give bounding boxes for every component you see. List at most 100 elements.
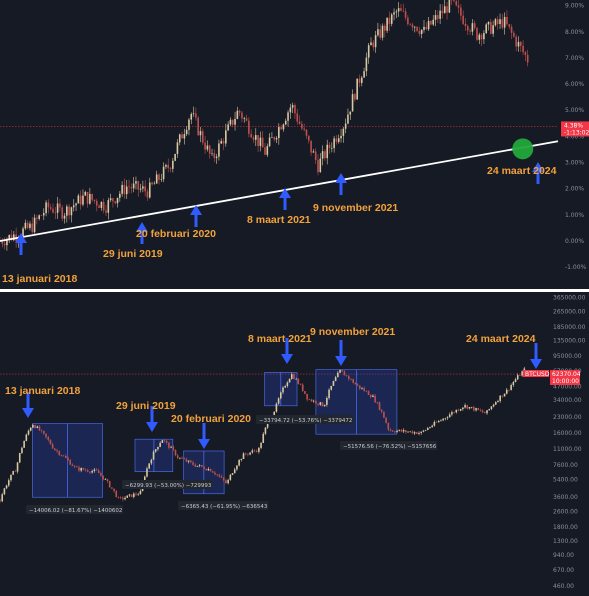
- candle: [137, 181, 140, 190]
- candle: [116, 197, 119, 204]
- candle: [266, 146, 269, 155]
- candle: [365, 57, 368, 72]
- candle: [1, 494, 3, 502]
- drawdown-label-bg: [26, 505, 123, 514]
- candle: [236, 110, 239, 119]
- candle: [165, 440, 168, 443]
- candle: [86, 470, 89, 472]
- candle: [492, 25, 494, 34]
- candle: [163, 440, 166, 441]
- symbol-tag-bg: [523, 370, 549, 378]
- candle: [102, 201, 105, 211]
- candle: [29, 427, 32, 431]
- annotation-arrow-head: [190, 205, 202, 215]
- candle: [290, 374, 293, 379]
- candle: [201, 131, 204, 143]
- candle: [288, 378, 291, 383]
- candle: [162, 166, 165, 180]
- candle: [341, 369, 344, 372]
- candle: [321, 402, 324, 407]
- price-tick-label: 5400.00: [553, 477, 578, 484]
- candle: [478, 34, 481, 40]
- candle: [21, 447, 23, 453]
- candle: [444, 418, 447, 419]
- candle: [395, 11, 398, 13]
- candle: [197, 117, 199, 136]
- price-tick-label: 23000.00: [553, 414, 582, 421]
- dominance-chart-panel[interactable]: 9.00% 8.00% 7.00% 6.00% 5.00% 4.00% 3.00% 2.00%…: [0, 0, 589, 289]
- drawdown-label: −14006.02 (−81.67%) −1400602: [29, 508, 122, 514]
- candle: [125, 186, 128, 195]
- candle: [79, 195, 82, 205]
- price-tick-label: 2600.00: [553, 508, 578, 515]
- candle: [484, 412, 486, 414]
- candle: [512, 382, 515, 386]
- candle: [361, 388, 363, 389]
- candle: [218, 474, 221, 477]
- candle: [291, 105, 294, 108]
- price-tick-label: 4.00%: [565, 133, 584, 140]
- candle: [204, 142, 206, 150]
- candle: [198, 465, 201, 466]
- annotation-arrow-head: [198, 439, 210, 449]
- btc-price-chart-panel[interactable]: 365000.00 265000.00 185000.00 135000.00 9500…: [0, 292, 589, 596]
- candle: [14, 471, 17, 472]
- candle: [181, 134, 183, 139]
- price-tick-label: 47000.00: [553, 383, 582, 390]
- candle: [508, 389, 510, 391]
- candle: [426, 428, 429, 430]
- candle: [381, 25, 384, 38]
- candle: [515, 36, 517, 47]
- candle: [26, 222, 29, 228]
- candle: [51, 444, 54, 449]
- price-tick-label: 6.00%: [565, 81, 584, 88]
- candle: [339, 369, 341, 373]
- candle: [194, 464, 197, 467]
- candle: [264, 427, 267, 434]
- candle: [245, 118, 248, 121]
- candle: [431, 425, 433, 428]
- annotation-label: 29 juni 2019: [116, 400, 176, 412]
- candle: [106, 479, 109, 482]
- candle: [36, 426, 39, 428]
- candle: [176, 142, 179, 154]
- candle: [47, 437, 50, 440]
- candle: [441, 10, 444, 14]
- candle: [448, 414, 451, 418]
- candle: [250, 133, 252, 138]
- candle: [254, 135, 257, 140]
- candle: [255, 450, 258, 452]
- candle: [181, 457, 183, 459]
- price-tick-label: 16000.00: [553, 430, 582, 437]
- candle: [222, 477, 225, 481]
- candle: [473, 406, 475, 411]
- candle: [231, 473, 234, 475]
- candle: [319, 158, 322, 173]
- candle: [218, 143, 220, 157]
- candle: [18, 452, 21, 463]
- drawdown-label-bg: [178, 501, 269, 510]
- price-tick-label: 95000.00: [553, 353, 582, 360]
- candle: [159, 442, 161, 447]
- drawdown-label: −51576.56 (−76.52%) −5157656: [343, 444, 437, 450]
- candle: [176, 455, 179, 458]
- annotation-arrow-head: [146, 422, 158, 432]
- candle: [455, 409, 458, 413]
- candle: [102, 475, 104, 480]
- candle: [492, 404, 495, 407]
- candle: [405, 430, 407, 433]
- candle: [97, 470, 100, 474]
- candle: [363, 388, 365, 391]
- candle: [367, 45, 370, 58]
- candle: [376, 402, 379, 403]
- candle: [301, 123, 303, 129]
- candle: [225, 130, 227, 144]
- candle: [446, 417, 449, 419]
- candle: [385, 417, 387, 423]
- candle: [423, 26, 425, 30]
- price-tick-label: 670.00: [553, 567, 574, 574]
- candle: [33, 217, 36, 233]
- candle: [188, 119, 190, 130]
- candle: [109, 198, 112, 201]
- candle: [153, 183, 156, 185]
